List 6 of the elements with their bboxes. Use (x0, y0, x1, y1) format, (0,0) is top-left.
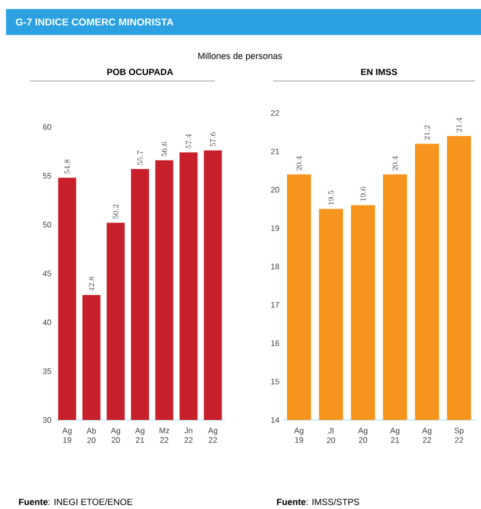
text: Fuente: INEGI ETOE/ENOE (19, 498, 132, 506)
text: G-7 INDICE COMERC MINORISTA (16, 18, 174, 26)
text: Millones de personas (198, 52, 282, 61)
text: Fuente: IMSS/STPS (277, 498, 360, 506)
chart-title: EN IMSS (361, 68, 398, 76)
chart-title: POB OCUPADA (107, 68, 174, 76)
